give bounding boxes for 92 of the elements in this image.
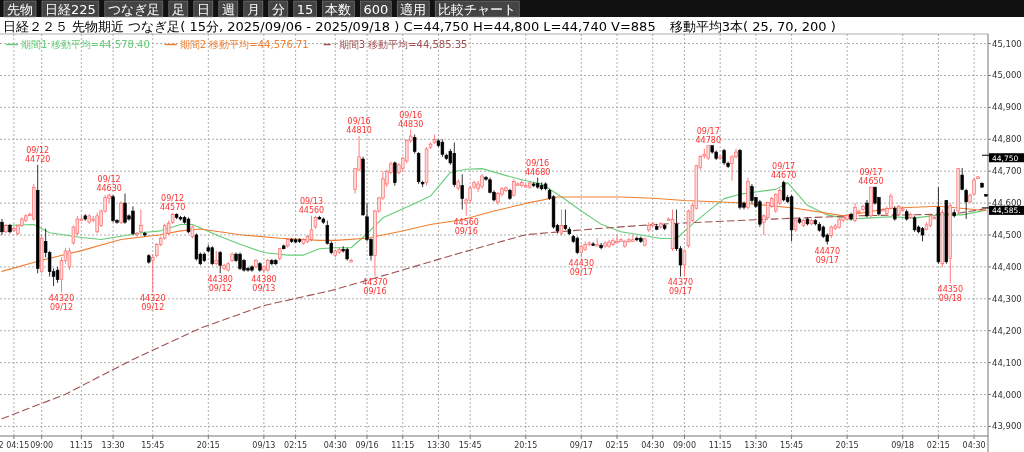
candlestick [151,253,155,293]
candlestick [682,248,687,277]
y-tick-label: 44,200 [992,325,1022,336]
x-tick-label: 15:45 [141,441,165,450]
y-tick-label: 44,400 [992,261,1022,272]
candlestick [412,134,417,155]
text: 09/13 44560 [298,196,325,215]
text: 09/12 44570 [159,193,186,212]
x-tick-label: 2 04:15 [0,441,30,450]
legend-label: 期間2 移動平均=44,576.71 [179,39,309,50]
candlestick [964,188,968,220]
text: 09/16 44680 [524,158,551,177]
candlestick [194,233,199,261]
text: 09/16 44810 [346,117,372,136]
text: 44560 09/16 [453,217,479,236]
candlestick [563,209,568,231]
candlestick [135,231,139,237]
legend-label: 期間3 移動平均=44,585.35 [338,39,468,50]
x-tick-label: 20:15 [196,441,220,450]
candlestick [595,237,599,247]
text: 09/16 44830 [397,110,424,129]
x-tick-label: 15:45 [780,441,804,450]
x-tick-label: 09:00 [30,441,54,450]
candlestick [131,205,135,236]
x-tick-label: 04:30 [641,441,665,450]
x-tick-label: 13:30 [744,441,768,450]
candlestick [218,250,222,274]
text: 09/17 44650 [858,168,884,187]
y-tick-label: 44,800 [992,134,1022,145]
y-tick-label: 44,900 [992,102,1022,113]
text: 44380 09/12 [207,275,233,294]
candlestick [210,245,214,266]
x-tick-label: 11:15 [708,441,732,450]
picture-toolbar: 先物 日経225 つなぎ足 足 日 週 月 分 15 本数 600 適用 比較チャート [0,0,1024,18]
text: 44320 09/12 [140,294,166,313]
candlestick [0,218,4,236]
text: 44350 09/18 [937,284,964,303]
x-tick-label: 09/16 [355,441,379,450]
x-tick-label: 11:15 [391,441,415,450]
candlestick [750,183,754,204]
x-tick-label: 15:45 [458,441,482,450]
x-tick-label: 09/17 [569,441,593,450]
candlestick [123,193,127,225]
chart-subtitle: 移動平均3本( 25, 70, 200 ) [669,19,836,34]
x-tick-label: 20:15 [835,441,859,450]
candlestick [460,173,464,210]
x-tick-label: 13:30 [101,441,125,450]
candlestick [853,202,857,223]
candlestick [627,237,631,244]
candlestick [95,212,99,234]
candlestick [631,234,635,242]
chart-title: 日経２２５ 先物期近 つなぎ足( 15分, 2025/09/06 - 2025/09/18 ) C=44,750 H=44,800 L=44,740 V=885 [3,19,656,34]
text: 09/12 44720 [24,145,51,164]
candlestick [611,237,615,247]
text: 09/17 44780 [695,126,721,145]
y-tick-label: 44,600 [992,198,1022,209]
x-tick-label: 13:30 [426,441,450,450]
x-tick-label: 09/13 [252,441,276,450]
candlestick [599,242,603,250]
x-tick-label: 02:15 [284,441,308,450]
y-tick-label: 45,100 [992,38,1022,49]
text: 09/17 44670 [770,161,797,180]
y-tick-label: 44,100 [992,357,1022,368]
x-tick-label: 02:15 [926,441,950,450]
text: 44470 09/17 [814,246,841,265]
text: 44430 09/17 [568,259,595,278]
x-tick-label: 09/18 [891,441,915,450]
y-tick-label: 43,900 [992,421,1022,432]
candlestick [12,226,16,233]
x-tick-label: 02:15 [605,441,629,450]
candlestick [139,209,143,234]
x-tick-label: 20:15 [514,441,538,450]
candlestick [615,234,619,244]
legend-label: 期間1 移動平均=44,578.40 [21,39,150,50]
text: 09/12 44630 [96,174,122,193]
y-tick-label: 44,700 [992,166,1022,177]
x-tick-label: 04:30 [323,441,347,450]
y-tick-label: 45,000 [992,70,1022,81]
x-tick-label: 09:00 [672,441,696,450]
x-tick-label: 11:15 [69,441,93,450]
y-tick-label: 44,500 [992,230,1022,240]
candlestick [758,199,762,228]
candlestick [111,194,115,223]
text: 44370 09/17 [667,278,694,297]
text: 44370 09/16 [362,278,388,297]
candlestick [262,264,266,274]
y-tick-label: 44,000 [992,389,1022,400]
x-tick-label: 04:30 [962,441,986,450]
candlestick [214,250,218,266]
text: 44380 09/13 [251,275,277,294]
y-tick-label: 44,300 [992,293,1022,304]
text: 44320 09/12 [48,294,75,313]
